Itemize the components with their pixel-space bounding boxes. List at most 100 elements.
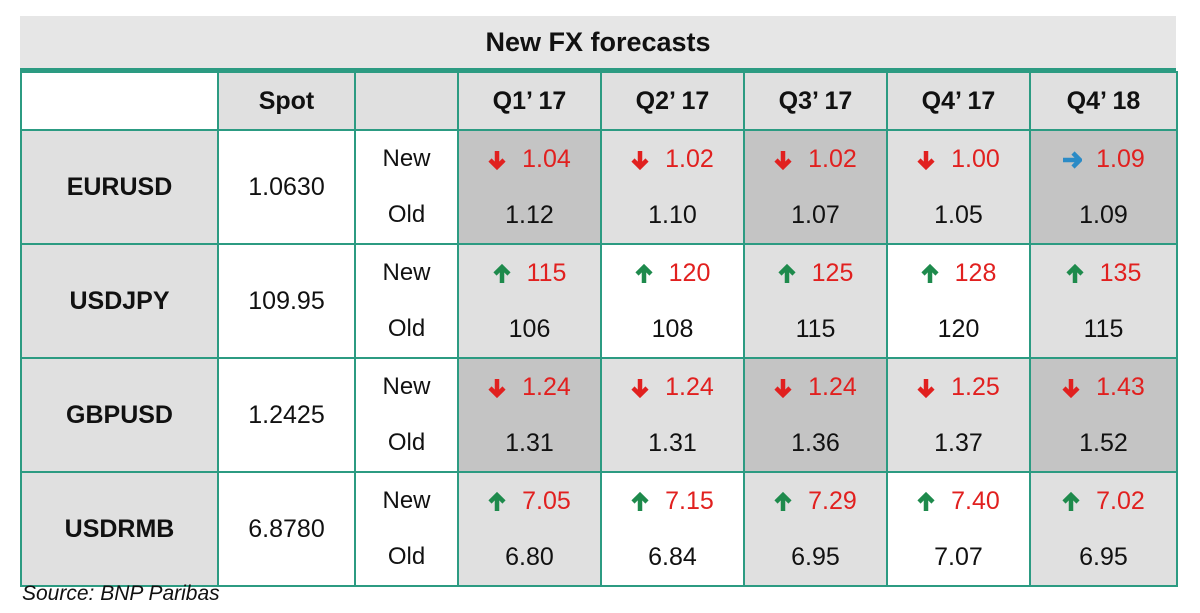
forecast-cell: 135 115	[1029, 243, 1178, 359]
new-forecast: 135	[1031, 245, 1176, 301]
new-forecast-value: 1.02	[665, 145, 714, 173]
arrow-down-icon	[1062, 377, 1082, 399]
spot-value: 1.2425	[217, 357, 356, 473]
new-forecast-value: 7.05	[522, 487, 571, 515]
arrow-up-icon	[774, 491, 794, 513]
forecast-cell: 120 108	[600, 243, 745, 359]
arrow-up-icon	[635, 263, 655, 285]
forecast-cell: 1.24 1.36	[743, 357, 888, 473]
new-forecast: 1.04	[459, 131, 600, 187]
new-forecast: 1.02	[745, 131, 886, 187]
header-cell-q4-18: Q4’ 18	[1029, 71, 1178, 131]
new-forecast-value: 135	[1099, 259, 1142, 287]
header-cell-spot: Spot	[217, 71, 356, 131]
new-forecast-value: 1.24	[808, 373, 857, 401]
old-label: Old	[387, 429, 426, 456]
old-forecast-value: 1.09	[1079, 201, 1128, 229]
new-forecast-value: 1.09	[1096, 145, 1145, 173]
table-row: USDJPY 109.95 New Old 115 106 120 108 125 115 128 1…	[20, 243, 1178, 359]
old-forecast-value: 1.12	[505, 201, 554, 229]
new-forecast-value: 7.40	[951, 487, 1000, 515]
pair-label: USDRMB	[20, 471, 219, 587]
arrow-down-icon	[917, 149, 937, 171]
arrow-up-icon	[631, 491, 651, 513]
arrow-down-icon	[488, 149, 508, 171]
arrow-up-icon	[492, 263, 513, 285]
new-forecast: 7.05	[459, 473, 600, 529]
old-label: Old	[387, 315, 426, 342]
new-forecast: 1.00	[888, 131, 1029, 187]
new-forecast: 1.02	[602, 131, 743, 187]
old-forecast-value: 106	[508, 315, 551, 343]
new-forecast-value: 7.02	[1096, 487, 1145, 515]
new-label: New	[382, 259, 431, 286]
arrow-right-icon	[1062, 149, 1083, 171]
new-forecast-value: 1.02	[808, 145, 857, 173]
new-forecast: 1.43	[1031, 359, 1176, 415]
arrow-up-icon	[1066, 263, 1086, 285]
arrow-up-icon	[488, 491, 508, 513]
old-forecast-value: 6.95	[1079, 543, 1128, 571]
arrow-up-icon	[778, 263, 798, 285]
arrow-up-icon	[921, 263, 941, 285]
old-forecast-value: 1.05	[934, 201, 983, 229]
new-forecast-value: 1.04	[522, 145, 571, 173]
old-forecast-value: 115	[795, 315, 836, 343]
new-forecast: 7.40	[888, 473, 1029, 529]
new-forecast: 1.24	[745, 359, 886, 415]
forecast-cell: 7.29 6.95	[743, 471, 888, 587]
header-cell-pair	[20, 71, 219, 131]
new-forecast: 120	[602, 245, 743, 301]
arrow-down-icon	[631, 377, 651, 399]
arrow-up-icon	[1062, 491, 1082, 513]
arrow-down-icon	[774, 149, 794, 171]
forecast-cell: 1.24 1.31	[600, 357, 745, 473]
old-forecast-value: 108	[651, 315, 694, 343]
new-forecast-value: 1.43	[1096, 373, 1145, 401]
forecast-cell: 1.09 1.09	[1029, 129, 1178, 245]
pair-label: GBPUSD	[20, 357, 219, 473]
new-forecast: 7.15	[602, 473, 743, 529]
new-forecast: 115	[459, 245, 600, 301]
spot-value: 109.95	[217, 243, 356, 359]
table-row: EURUSD 1.0630 New Old 1.04 1.12 1.02 1.10 1.02 1.…	[20, 129, 1178, 245]
new-forecast-value: 1.25	[951, 373, 1000, 401]
row-labels: New Old	[354, 129, 459, 245]
spot-value: 6.8780	[217, 471, 356, 587]
new-forecast: 1.09	[1031, 131, 1176, 187]
new-forecast: 1.25	[888, 359, 1029, 415]
arrow-down-icon	[631, 149, 651, 171]
header-cell-q3-17: Q3’ 17	[743, 71, 888, 131]
forecast-cell: 7.15 6.84	[600, 471, 745, 587]
old-label: Old	[387, 201, 426, 228]
forecast-cell: 128 120	[886, 243, 1031, 359]
new-forecast-value: 1.00	[951, 145, 1000, 173]
pair-label: USDJPY	[20, 243, 219, 359]
table-row: GBPUSD 1.2425 New Old 1.24 1.31 1.24 1.31 1.24 1.…	[20, 357, 1178, 473]
old-forecast-value: 6.95	[791, 543, 840, 571]
new-forecast-value: 7.29	[808, 487, 857, 515]
forecast-cell: 1.04 1.12	[457, 129, 602, 245]
header-cell-label	[354, 71, 459, 131]
new-forecast: 7.29	[745, 473, 886, 529]
new-forecast-value: 1.24	[665, 373, 714, 401]
header-cell-q2-17: Q2’ 17	[600, 71, 745, 131]
new-forecast-value: 120	[668, 259, 711, 287]
pair-label: EURUSD	[20, 129, 219, 245]
new-forecast: 7.02	[1031, 473, 1176, 529]
new-forecast: 1.24	[459, 359, 600, 415]
header-cell-q4-17: Q4’ 17	[886, 71, 1031, 131]
spot-value: 1.0630	[217, 129, 356, 245]
new-forecast-value: 1.24	[522, 373, 571, 401]
fx-forecast-table-container: New FX forecasts Spot Q1’ 17 Q2’ 17 Q3’ …	[20, 16, 1178, 587]
forecast-cell: 1.25 1.37	[886, 357, 1031, 473]
new-label: New	[382, 145, 431, 172]
old-forecast-value: 120	[937, 315, 980, 343]
old-forecast-value: 1.07	[791, 201, 840, 229]
new-label: New	[382, 487, 431, 514]
old-forecast-value: 1.52	[1079, 429, 1128, 457]
new-forecast: 1.24	[602, 359, 743, 415]
old-forecast-value: 1.31	[505, 429, 554, 457]
old-forecast-value: 1.36	[791, 429, 840, 457]
forecast-cell: 115 106	[457, 243, 602, 359]
